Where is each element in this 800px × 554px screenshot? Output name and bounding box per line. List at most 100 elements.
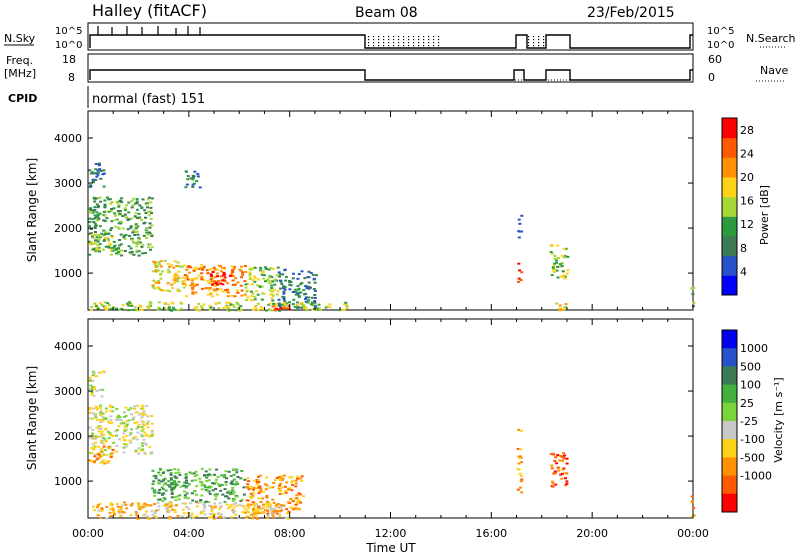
power-pixel: [279, 305, 283, 308]
velocity-pixel: [185, 479, 188, 482]
velocity-pixel: [294, 485, 298, 488]
power-pixel: [288, 288, 292, 291]
power-pixel: [88, 217, 92, 220]
power-pixel: [181, 265, 184, 268]
power-pixel: [118, 239, 121, 241]
power-pixel: [94, 168, 98, 171]
velocity-pixel: [285, 508, 289, 511]
velocity-pixel: [215, 468, 219, 471]
power-pixel: [147, 196, 151, 199]
power-pixel: [268, 289, 272, 292]
x-axis: 00:00 04:00 08:00 12:00 16:00 20:00 00:00: [72, 527, 709, 540]
velocity-pixel: [214, 495, 218, 498]
power-pixel: [307, 287, 311, 290]
velocity-pixel: [223, 474, 227, 477]
power-pixel: [186, 178, 190, 181]
power-pixel: [105, 217, 109, 220]
velocity-pixel: [115, 450, 118, 453]
velocity-blob: [151, 467, 247, 504]
power-y-tick-label: 2000: [54, 222, 82, 235]
power-colorbar-swatch: [722, 137, 737, 158]
power-pixel: [566, 255, 570, 258]
search-dot: [428, 45, 430, 47]
velocity-pixel: [129, 514, 133, 516]
power-pixel: [168, 271, 171, 274]
search-dot: [528, 42, 530, 44]
freq-right-label: Nave: [760, 64, 788, 77]
velocity-pixel: [120, 508, 124, 511]
power-pixel: [117, 211, 121, 214]
power-pixel: [89, 207, 93, 210]
power-pixel: [103, 220, 107, 223]
power-pixel: [130, 304, 134, 307]
power-pixel: [561, 270, 565, 273]
velocity-pixel: [281, 477, 285, 480]
velocity-pixel: [295, 501, 299, 504]
velocity-pixel: [203, 513, 207, 516]
velocity-pixel: [98, 502, 102, 505]
velocity-pixel: [266, 516, 270, 519]
power-pixel: [560, 265, 564, 267]
power-pixel: [134, 225, 138, 228]
power-pixel: [211, 271, 215, 273]
velocity-pixel: [91, 429, 95, 431]
velocity-pixel: [115, 408, 119, 410]
power-pixel: [150, 246, 154, 249]
power-pixel: [313, 300, 317, 303]
power-pixel: [142, 234, 146, 237]
velocity-pixel: [115, 444, 119, 447]
power-pixel: [150, 224, 154, 227]
velocity-pixel: [516, 448, 520, 450]
search-dot: [393, 36, 395, 38]
power-pixel: [261, 308, 264, 311]
power-pixel: [97, 217, 101, 220]
velocity-pixel: [139, 433, 143, 436]
power-blob: [209, 271, 232, 286]
velocity-pixel: [133, 405, 137, 408]
velocity-pixel: [115, 434, 118, 437]
velocity-pixel: [107, 445, 111, 448]
power-pixel: [101, 248, 105, 251]
power-pixel: [143, 221, 147, 224]
power-pixel: [285, 276, 288, 278]
power-pixel: [182, 264, 186, 267]
velocity-pixel: [183, 494, 187, 497]
velocity-pixel: [142, 410, 146, 413]
velocity-pixel: [93, 413, 97, 416]
velocity-pixel: [114, 430, 118, 433]
velocity-pixel: [109, 508, 113, 511]
velocity-pixel: [105, 410, 108, 413]
power-pixel: [110, 208, 114, 210]
velocity-pixel: [211, 489, 215, 492]
power-pixel: [94, 248, 98, 251]
velocity-pixel: [253, 503, 257, 506]
power-pixel: [555, 302, 559, 305]
power-pixel: [102, 305, 106, 308]
velocity-pixel: [92, 386, 96, 389]
velocity-pixel: [124, 503, 128, 506]
search-dot: [413, 42, 415, 44]
power-pixel: [251, 299, 255, 302]
velocity-pixel: [150, 433, 154, 436]
power-pixel: [123, 213, 127, 216]
velocity-pixel: [91, 374, 95, 377]
power-pixel: [145, 203, 149, 206]
velocity-pixel: [135, 427, 139, 430]
power-pixel: [112, 240, 116, 243]
velocity-pixel: [208, 468, 212, 471]
power-pixel: [98, 225, 102, 228]
velocity-pixel: [142, 438, 146, 441]
velocity-pixel: [93, 375, 97, 377]
power-pixel: [206, 272, 210, 275]
power-pixel: [241, 273, 245, 276]
velocity-pixel: [102, 459, 106, 462]
velocity-pixel: [223, 488, 227, 491]
power-pixel: [283, 288, 287, 291]
power-pixel: [127, 304, 131, 307]
power-pixel: [103, 301, 107, 304]
power-pixel: [156, 286, 159, 289]
velocity-pixel: [560, 477, 564, 480]
sky-left-label: N.Sky: [4, 32, 36, 45]
velocity-pixel: [143, 513, 147, 516]
